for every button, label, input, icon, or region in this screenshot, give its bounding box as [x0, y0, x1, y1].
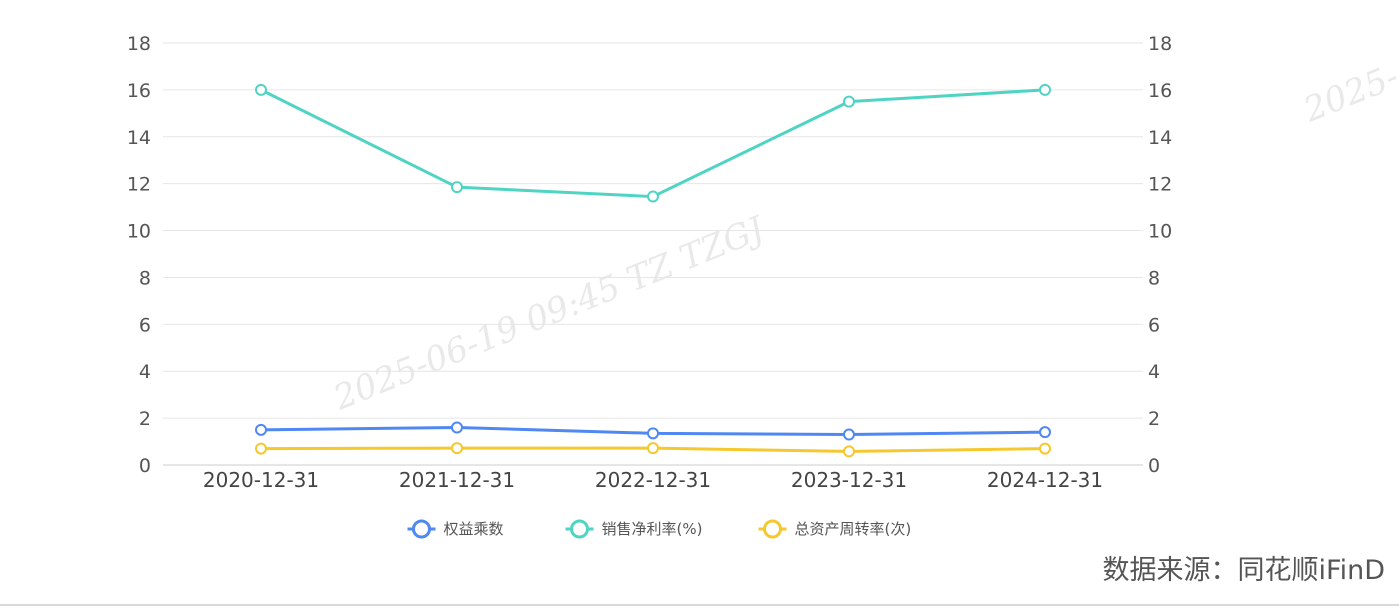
- x-tick-label: 2024-12-31: [987, 468, 1103, 492]
- y-tick-label-left: 2: [139, 408, 151, 430]
- legend-item[interactable]: 总资产周转率(次): [758, 519, 912, 539]
- y-tick-label-left: 14: [127, 127, 151, 149]
- data-point[interactable]: [647, 427, 659, 440]
- y-tick-label-right: 12: [1148, 174, 1172, 196]
- data-point[interactable]: [451, 181, 463, 194]
- y-tick-label-right: 10: [1148, 221, 1172, 243]
- legend-marker: [570, 519, 589, 539]
- legend-label: 总资产周转率(次): [795, 520, 912, 538]
- y-tick-label-right: 0: [1148, 455, 1160, 477]
- y-tick-label-left: 8: [139, 267, 151, 289]
- legend-marker: [412, 519, 431, 539]
- y-tick-label-right: 16: [1148, 80, 1172, 102]
- legend-item[interactable]: 销售净利率(%): [565, 519, 703, 539]
- y-tick-label-right: 6: [1148, 314, 1160, 336]
- data-point[interactable]: [255, 423, 267, 436]
- x-tick-label: 2023-12-31: [791, 468, 907, 492]
- y-tick-label-left: 10: [127, 221, 151, 243]
- source-label: 数据来源：同花顺iFinD: [1102, 555, 1385, 586]
- y-axis-right: 0 2 4 6 8 10 12 14 16 18: [1148, 33, 1172, 477]
- data-point[interactable]: [843, 428, 855, 441]
- legend-label: 权益乘数: [444, 520, 504, 538]
- series-1: [255, 421, 1051, 441]
- bottom-divider: [0, 604, 1399, 606]
- data-point[interactable]: [647, 442, 659, 455]
- legend-item[interactable]: 权益乘数: [407, 519, 504, 539]
- data-point[interactable]: [255, 83, 267, 96]
- data-point[interactable]: [451, 442, 463, 455]
- data-point[interactable]: [1039, 426, 1051, 439]
- y-tick-label-left: 4: [139, 361, 151, 383]
- data-point[interactable]: [843, 95, 855, 108]
- gridlines: [163, 42, 1143, 466]
- y-tick-label-left: 6: [139, 314, 151, 336]
- y-tick-label-left: 18: [127, 33, 151, 55]
- legend-marker: [763, 519, 782, 539]
- legend-label: 销售净利率(%): [602, 520, 703, 538]
- data-point[interactable]: [843, 445, 855, 458]
- x-tick-label: 2020-12-31: [203, 468, 319, 492]
- y-tick-label-right: 14: [1148, 127, 1172, 149]
- data-point[interactable]: [1039, 442, 1051, 455]
- y-tick-label-right: 2: [1148, 408, 1160, 430]
- series-2: [255, 83, 1051, 203]
- data-point[interactable]: [451, 421, 463, 434]
- y-tick-label-right: 18: [1148, 33, 1172, 55]
- watermark-text-corner: 2025-: [1297, 57, 1399, 131]
- legend[interactable]: 权益乘数 销售净利率(%) 总资产周转率(次): [407, 519, 912, 539]
- watermark-text-main: 2025-06-19 09:45 TZ TZGJ: [327, 208, 771, 419]
- y-tick-label-left: 16: [127, 80, 151, 102]
- x-tick-label: 2021-12-31: [399, 468, 515, 492]
- series-3: [255, 442, 1051, 458]
- watermark: 2025-06-19 09:45 TZ TZGJ 2025-: [327, 57, 1399, 419]
- series-line: [259, 88, 1047, 199]
- y-tick-label-right: 8: [1148, 267, 1160, 289]
- data-point[interactable]: [255, 442, 267, 455]
- x-axis: 2020-12-31 2021-12-31 2022-12-31 2023-12-31…: [203, 468, 1103, 492]
- series-lines: [255, 83, 1051, 458]
- data-point[interactable]: [647, 190, 659, 203]
- y-tick-label-left: 0: [139, 455, 151, 477]
- x-tick-label: 2022-12-31: [595, 468, 711, 492]
- y-tick-label-right: 4: [1148, 361, 1160, 383]
- y-axis-left: 0 2 4 6 8 10 12 14 16 18: [127, 33, 151, 477]
- y-tick-label-left: 12: [127, 174, 151, 196]
- data-point[interactable]: [1039, 83, 1051, 96]
